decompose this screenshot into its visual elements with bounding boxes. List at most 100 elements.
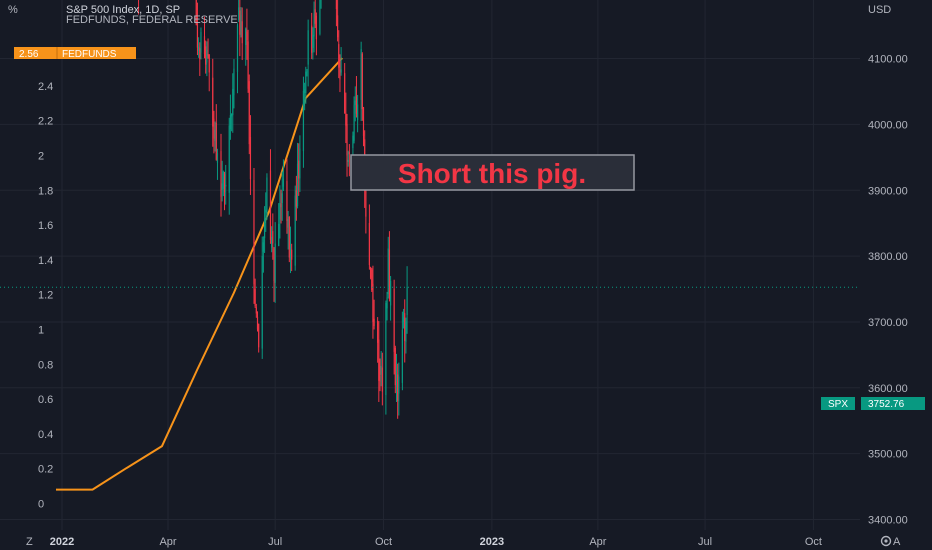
spx-candle [286, 158, 288, 234]
candle-body [373, 318, 375, 327]
spx-candle [405, 317, 407, 354]
spx-candle [289, 226, 292, 274]
candle-body [221, 183, 223, 191]
spx-candle [294, 185, 296, 271]
candle-body [337, 15, 339, 38]
spx-candle [388, 231, 391, 302]
fedfunds-tag-label: FEDFUNDS [62, 49, 117, 60]
candle-body [402, 317, 405, 323]
grid-lines [0, 0, 860, 530]
spx-candle [337, 0, 339, 42]
candle-body [319, 0, 321, 34]
spx-candle [274, 222, 276, 303]
candle-body [306, 71, 308, 73]
z-button[interactable]: Z [26, 536, 33, 548]
spx-candle [222, 170, 224, 197]
spx-candle [302, 76, 305, 168]
candle-body [335, 0, 338, 10]
spx-candle [381, 352, 383, 406]
fedfunds-tag-value: 2.56 [19, 49, 39, 60]
candle-body [357, 104, 359, 121]
spx-candle [295, 175, 297, 221]
left-axis-tick: 1.6 [38, 220, 53, 232]
left-axis-tick: 2.2 [38, 116, 53, 128]
spx-tag[interactable]: SPX 3752.76 [821, 397, 925, 410]
candle-body [255, 307, 257, 314]
spx-candle [362, 106, 365, 147]
spx-candle [258, 323, 260, 353]
spx-candle [390, 275, 392, 321]
left-axis: 00.20.40.60.811.21.41.61.822.22.42.6 [38, 46, 53, 510]
spx-candle [305, 66, 307, 104]
candle-body [274, 243, 276, 283]
candle-body [378, 339, 380, 381]
spx-candle [378, 321, 380, 402]
left-axis-tick: 1 [38, 325, 44, 337]
candle-body [216, 153, 219, 163]
spx-candle [208, 54, 210, 92]
spx-candle [266, 173, 268, 220]
spx-candle [216, 148, 219, 180]
candle-body [401, 329, 403, 383]
spx-candle [357, 94, 359, 133]
gear-icon[interactable] [880, 535, 892, 547]
spx-candle [196, 2, 199, 56]
x-axis-tick: Apr [589, 536, 606, 548]
candle-body [296, 163, 299, 207]
spx-candle [262, 236, 264, 273]
spx-candle [253, 168, 255, 304]
candle-body [311, 25, 313, 53]
candle-body [269, 170, 272, 240]
candle-body [353, 104, 355, 141]
spx-candle [291, 243, 293, 272]
candle-body [265, 209, 267, 213]
spx-candle [282, 159, 285, 191]
candle-body [249, 136, 252, 179]
spx-candle [229, 94, 232, 140]
spx-candle [354, 86, 356, 122]
spx-tag-label-bg [821, 397, 855, 410]
right-axis-tick: 3500.00 [868, 449, 908, 461]
candle-body [377, 320, 379, 343]
left-axis-tick: 1.8 [38, 185, 53, 197]
candle-body [245, 28, 247, 45]
spx-candle [368, 204, 370, 270]
spx-candle [312, 27, 314, 60]
candle-body [200, 32, 202, 53]
spx-candle [200, 27, 202, 60]
spx-candle [240, 7, 242, 38]
right-axis-tick: 3600.00 [868, 383, 908, 395]
candle-body [229, 115, 232, 130]
candle-body [340, 69, 342, 73]
candle-body [240, 14, 242, 32]
candle-body [214, 129, 216, 142]
spx-candle [205, 40, 207, 74]
candle-body [362, 107, 365, 136]
candle-body [266, 177, 268, 214]
spx-candle [287, 210, 289, 250]
spx-candle [281, 171, 283, 221]
spx-candle [232, 73, 234, 133]
annotation-box[interactable]: Short this pig. [350, 154, 635, 191]
spx-candle [340, 47, 342, 76]
spx-candle [348, 144, 350, 177]
spx-candle [269, 149, 272, 244]
a-button[interactable]: A [893, 536, 901, 548]
spx-candle [320, 0, 322, 9]
candle-body [280, 203, 282, 208]
spx-candle [346, 113, 348, 177]
annotation-text: Short this pig. [398, 158, 586, 189]
spx-candle [361, 52, 363, 121]
spx-candle [249, 115, 252, 195]
spx-candle [347, 150, 349, 167]
candle-body [388, 249, 391, 300]
candle-body [233, 68, 235, 96]
candle-body [196, 24, 199, 48]
spx-candle [206, 41, 208, 77]
candle-body [346, 123, 348, 156]
chart-subtitle: FEDFUNDS, FEDERAL RESERVE [66, 14, 238, 26]
spx-candle [335, 0, 338, 27]
candle-body [397, 374, 399, 402]
spx-candle [307, 19, 309, 87]
